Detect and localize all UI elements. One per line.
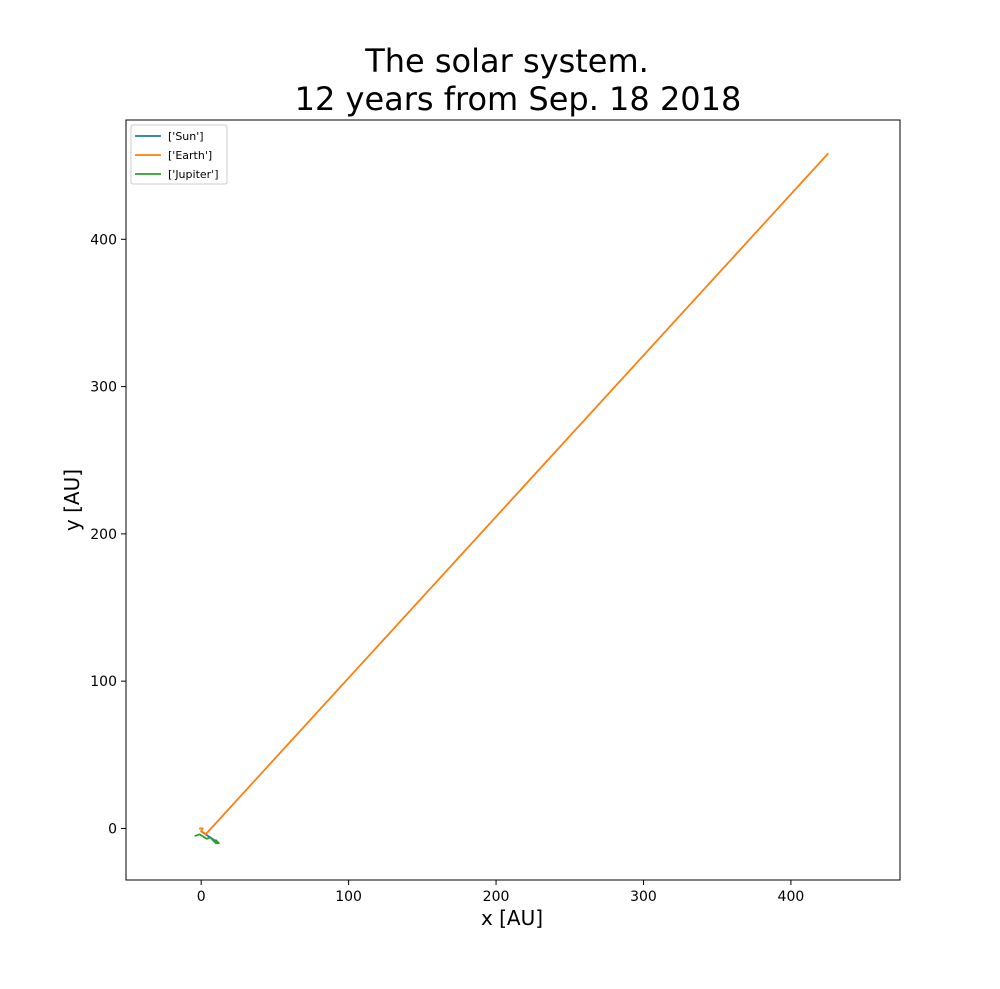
legend-label-1: ['Earth'] bbox=[168, 149, 212, 162]
x-axis-label: x [AU] bbox=[481, 906, 543, 930]
y-tick-label-0: 0 bbox=[108, 821, 117, 837]
y-tick-label-3: 300 bbox=[90, 380, 117, 396]
chart-subtitle: 12 years from Sep. 18 2018 bbox=[295, 80, 742, 118]
axes-frame bbox=[125, 119, 901, 881]
series-line-2 bbox=[194, 833, 220, 845]
y-tick-label-1: 100 bbox=[90, 674, 117, 690]
y-axis-label: y [AU] bbox=[60, 469, 84, 531]
x-tick-label-4: 400 bbox=[778, 889, 805, 905]
x-tick-label-3: 300 bbox=[630, 889, 657, 905]
x-tick-label-2: 200 bbox=[483, 889, 510, 905]
x-tick-label-0: 0 bbox=[197, 889, 206, 905]
legend-label-2: ['Jupiter'] bbox=[168, 168, 219, 181]
plot-area: 0 100 200 300 400 0 100 200 300 400 ['Sun'] ['Earth… bbox=[90, 119, 901, 905]
legend-box bbox=[130, 124, 228, 185]
chart-title: The solar system. bbox=[364, 42, 649, 80]
series-line-1 bbox=[198, 152, 829, 836]
y-tick-label-2: 200 bbox=[90, 527, 117, 543]
legend-label-0: ['Sun'] bbox=[168, 130, 204, 143]
series-lines bbox=[194, 152, 829, 845]
y-tick-label-4: 400 bbox=[90, 232, 117, 248]
legend: ['Sun'] ['Earth'] ['Jupiter'] bbox=[130, 124, 228, 185]
x-tick-label-1: 100 bbox=[335, 889, 362, 905]
